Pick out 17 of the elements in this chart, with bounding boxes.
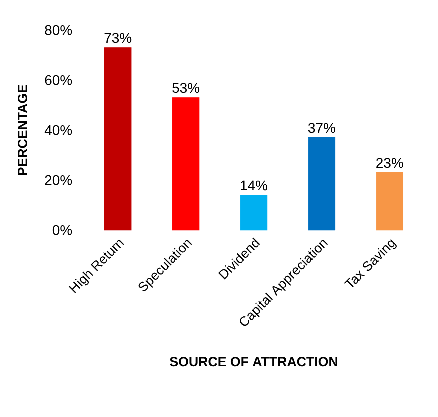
data-label: 73%: [104, 33, 132, 44]
bar: [172, 98, 200, 231]
y-tick-label: 40%: [44, 125, 72, 136]
data-label: 53%: [172, 83, 200, 94]
data-label: 14%: [241, 180, 268, 191]
bar: [104, 48, 132, 231]
bar: [240, 195, 268, 231]
bar: [308, 138, 336, 231]
y-tick-label: 20%: [45, 175, 72, 186]
data-label: 37%: [308, 123, 336, 134]
y-axis-title: PERCENTAGE: [18, 85, 28, 176]
y-tick-label: 80%: [45, 25, 72, 36]
y-tick-label: 0%: [52, 225, 72, 236]
bar: [376, 172, 404, 231]
y-tick-label: 60%: [45, 75, 72, 86]
x-axis-title: SOURCE OF ATTRACTION: [170, 357, 338, 367]
data-label: 23%: [376, 158, 404, 168]
